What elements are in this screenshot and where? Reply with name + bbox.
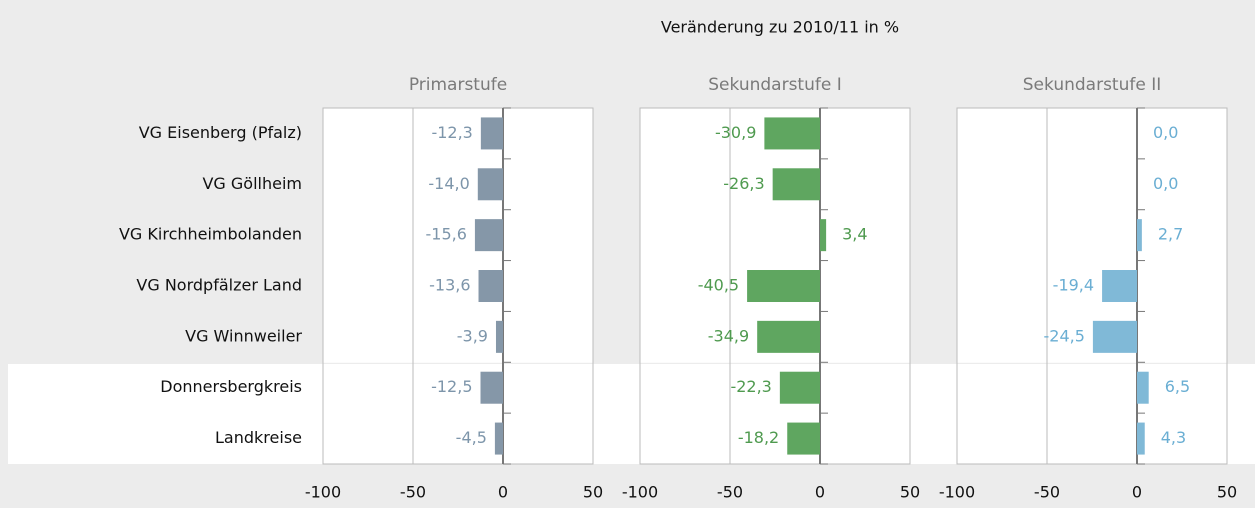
value-label: -19,4	[1053, 276, 1094, 295]
plot-bg-top	[640, 108, 910, 363]
plot-bg-top	[323, 108, 593, 363]
x-tick-label: 0	[1132, 483, 1142, 502]
value-label: -34,9	[708, 326, 749, 345]
bar	[1137, 219, 1142, 252]
x-tick-label: -100	[939, 483, 975, 502]
bar	[1102, 270, 1137, 302]
x-tick-label: -100	[622, 483, 658, 502]
bar	[495, 320, 503, 353]
bar	[1137, 371, 1149, 404]
bar	[478, 270, 503, 302]
value-label: 3,4	[842, 225, 867, 244]
bar	[779, 371, 820, 404]
bar	[747, 270, 820, 302]
bar	[820, 219, 827, 252]
value-label: 0,0	[1153, 174, 1178, 193]
bar	[787, 422, 820, 455]
x-tick-label: 0	[498, 483, 508, 502]
value-label: -26,3	[723, 174, 764, 193]
value-label: -22,3	[730, 377, 771, 396]
value-label: -13,6	[429, 276, 470, 295]
bar	[1137, 422, 1145, 455]
bar	[477, 168, 503, 201]
value-label: -30,9	[715, 123, 756, 142]
value-label: 2,7	[1158, 225, 1183, 244]
category-label: VG Nordpfälzer Land	[136, 276, 302, 295]
value-label: -4,5	[456, 428, 487, 447]
x-tick-label: 50	[900, 483, 920, 502]
chart-title: Veränderung zu 2010/11 in %	[661, 18, 899, 37]
bar	[480, 371, 503, 404]
value-label: -15,6	[426, 225, 467, 244]
x-tick-label: 50	[583, 483, 603, 502]
value-label: -14,0	[428, 174, 469, 193]
x-tick-label: 50	[1217, 483, 1237, 502]
x-tick-label: -50	[400, 483, 426, 502]
bar	[772, 168, 820, 201]
bar	[764, 117, 820, 150]
bar	[757, 320, 820, 353]
category-label: VG Kirchheimbolanden	[119, 225, 302, 244]
panel-title: Primarstufe	[409, 75, 507, 95]
value-label: -12,3	[431, 123, 472, 142]
plot-bg-top	[957, 108, 1227, 363]
category-label: VG Göllheim	[202, 174, 302, 193]
bar	[494, 422, 503, 455]
category-label: VG Winnweiler	[185, 326, 302, 345]
value-label: -3,9	[457, 326, 488, 345]
x-tick-label: 0	[815, 483, 825, 502]
value-label: -18,2	[738, 428, 779, 447]
value-label: -12,5	[431, 377, 472, 396]
x-tick-label: -100	[305, 483, 341, 502]
value-label: 6,5	[1165, 377, 1190, 396]
value-label: 4,3	[1161, 428, 1186, 447]
value-label: 0,0	[1153, 123, 1178, 142]
x-tick-label: -50	[717, 483, 743, 502]
category-label: Landkreise	[215, 428, 302, 447]
bar	[480, 117, 503, 150]
x-tick-label: -50	[1034, 483, 1060, 502]
value-label: -40,5	[698, 276, 739, 295]
category-label: Donnersbergkreis	[160, 377, 302, 396]
panel-title: Sekundarstufe II	[1023, 75, 1162, 95]
bar	[1092, 320, 1137, 353]
value-label: -24,5	[1043, 326, 1084, 345]
panel-title: Sekundarstufe I	[708, 75, 841, 95]
bar	[474, 219, 503, 252]
category-label: VG Eisenberg (Pfalz)	[139, 123, 302, 142]
